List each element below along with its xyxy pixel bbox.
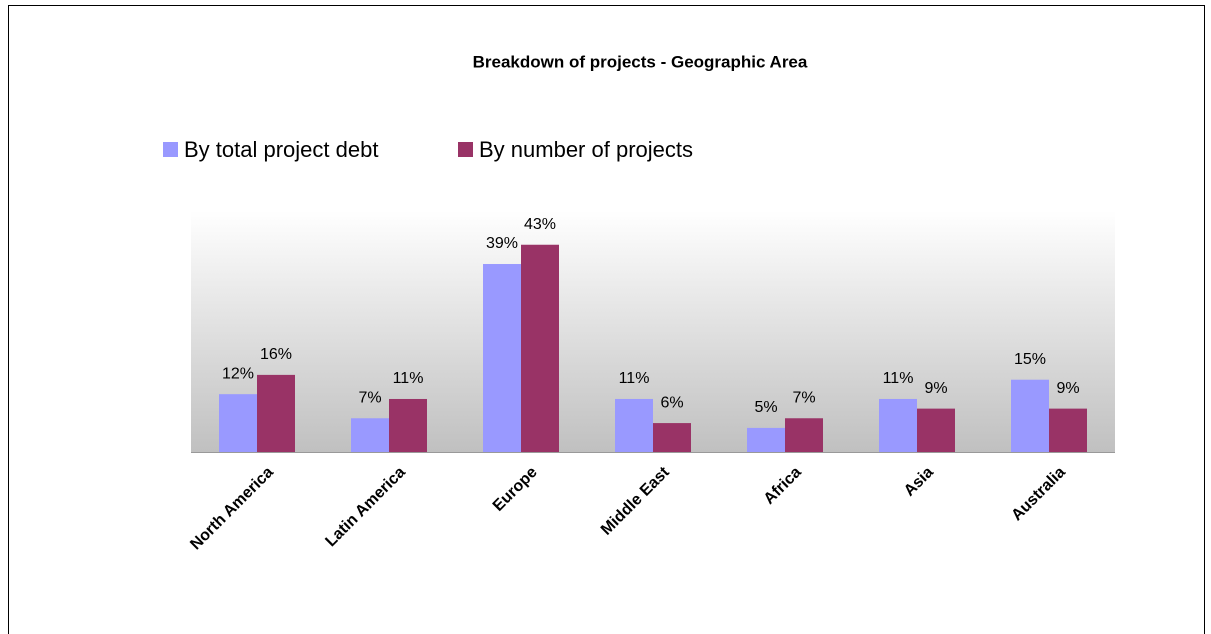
x-tick-label: Africa xyxy=(761,464,805,508)
data-label: 39% xyxy=(486,235,518,252)
bar xyxy=(257,374,295,452)
x-tick-label: Latin America xyxy=(322,464,409,551)
bar xyxy=(521,244,559,452)
data-label: 5% xyxy=(754,399,777,416)
bar xyxy=(1049,408,1087,452)
bar xyxy=(653,423,691,452)
bar xyxy=(351,418,389,452)
data-label: 15% xyxy=(1014,351,1046,368)
chart-border xyxy=(8,5,1205,634)
bar xyxy=(483,264,521,452)
bar xyxy=(615,398,653,452)
data-label: 11% xyxy=(883,370,914,387)
data-label: 11% xyxy=(393,370,424,387)
data-label: 16% xyxy=(260,346,292,363)
data-label: 43% xyxy=(524,216,556,233)
data-label: 7% xyxy=(358,389,381,406)
x-tick-label: North America xyxy=(187,464,277,554)
x-tick-label: Middle East xyxy=(598,463,673,538)
bar xyxy=(389,398,427,452)
chart-title: Breakdown of projects - Geographic Area xyxy=(473,52,808,71)
data-label: 6% xyxy=(660,394,683,411)
data-label: 7% xyxy=(792,389,815,406)
data-label: 11% xyxy=(619,370,650,387)
legend-swatch xyxy=(163,142,178,157)
bar xyxy=(879,398,917,452)
legend-label: By number of projects xyxy=(479,137,693,162)
bar xyxy=(785,418,823,452)
bar xyxy=(219,394,257,452)
data-label: 9% xyxy=(924,380,947,397)
bar xyxy=(1011,379,1049,452)
legend-swatch xyxy=(458,142,473,157)
legend-label: By total project debt xyxy=(184,137,378,162)
x-tick-label: Asia xyxy=(901,464,937,500)
bar xyxy=(917,408,955,452)
data-label: 9% xyxy=(1056,380,1079,397)
x-tick-label: Europe xyxy=(490,464,541,515)
bar xyxy=(747,427,785,452)
x-tick-label: Australia xyxy=(1008,464,1069,525)
data-label: 12% xyxy=(222,365,254,382)
